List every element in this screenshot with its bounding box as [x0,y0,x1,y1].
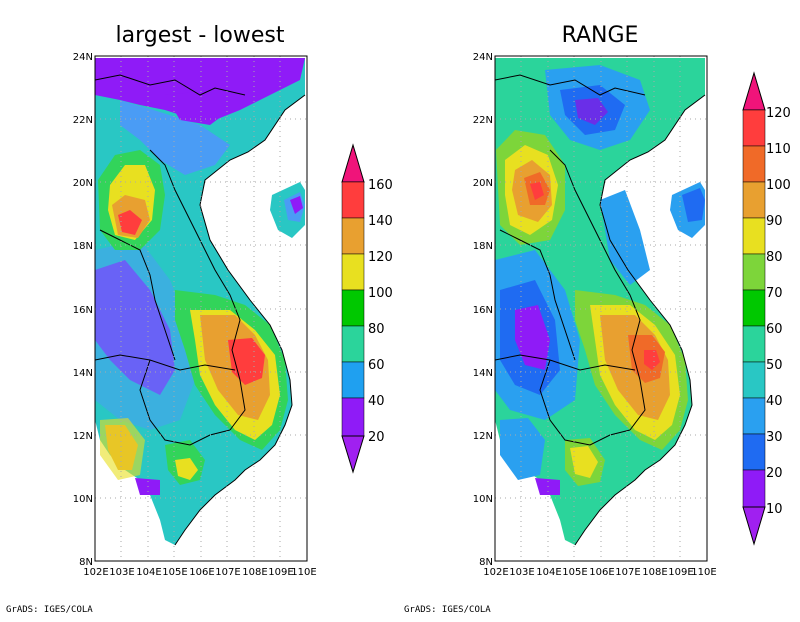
svg-text:14N: 14N [473,368,493,379]
colorbar-label: 40 [766,394,783,409]
svg-text:104E: 104E [536,567,561,578]
map-panel-right: RANGE [404,23,791,615]
lat-ticks-right: 8N 10N 12N 14N 16N 18N 20N 22N 24N [473,52,493,568]
lat-ticks-left: 8N 10N 12N 14N 16N 18N 20N 22N 24N [73,52,93,568]
svg-text:8N: 8N [479,557,493,568]
map-panel-left: largest - lowest [6,23,393,615]
colorbar-label: 80 [766,250,783,265]
colorbar-label: 30 [766,430,783,445]
colorbar-label: 60 [368,358,385,373]
svg-text:103E: 103E [509,567,534,578]
colorbar-label: 60 [766,322,783,337]
grid-lines-right [495,56,707,561]
svg-text:106E: 106E [589,567,614,578]
svg-text:110E: 110E [291,567,316,578]
colorbar-label: 80 [368,322,385,337]
colorbar-label: 70 [766,286,783,301]
svg-text:16N: 16N [473,305,493,316]
svg-text:103E: 103E [109,567,134,578]
lon-ticks-right: 102E 103E 104E 105E 106E 107E 108E 109E … [483,567,716,578]
svg-text:102E: 102E [483,567,508,578]
colorbar-label: 120 [766,106,791,121]
colorbar-label: 90 [766,214,783,229]
colorbar-label: 20 [368,430,385,445]
lon-ticks-left: 102E 103E 104E 105E 106E 107E 108E 109E … [83,567,316,578]
svg-text:108E: 108E [642,567,667,578]
grid-lines-left [95,56,307,561]
svg-text:12N: 12N [473,431,493,442]
map-title-right: RANGE [562,23,639,48]
svg-text:22N: 22N [473,115,493,126]
svg-text:20N: 20N [473,178,493,189]
coastline-right [574,94,706,546]
colorbar-label: 50 [766,358,783,373]
svg-text:18N: 18N [473,241,493,252]
svg-text:110E: 110E [691,567,716,578]
svg-text:18N: 18N [73,241,93,252]
svg-text:22N: 22N [73,115,93,126]
colorbar-label: 40 [368,394,385,409]
svg-text:24N: 24N [473,52,493,63]
colorbar-label: 140 [368,214,393,229]
svg-text:104E: 104E [136,567,161,578]
credit-right: GrADS: IGES/COLA [404,605,491,615]
colorbar-label: 120 [368,250,393,265]
svg-text:8N: 8N [79,557,93,568]
svg-text:10N: 10N [473,494,493,505]
map-title-left: largest - lowest [116,23,285,48]
map-frame-right [494,55,708,562]
svg-text:106E: 106E [189,567,214,578]
coastline-left [174,94,306,546]
svg-text:105E: 105E [562,567,587,578]
svg-text:109E: 109E [668,567,693,578]
map-area-left [94,55,308,562]
colorbar-label: 10 [766,502,783,517]
colorbar-label: 100 [368,286,393,301]
svg-text:105E: 105E [162,567,187,578]
svg-text:107E: 107E [615,567,640,578]
colorbar-label: 100 [766,178,791,193]
map-frame-left [94,55,308,562]
svg-text:16N: 16N [73,305,93,316]
credit-left: GrADS: IGES/COLA [6,605,93,615]
map-area-right [494,55,708,562]
svg-text:102E: 102E [83,567,108,578]
svg-text:14N: 14N [73,368,93,379]
svg-text:108E: 108E [242,567,267,578]
svg-text:12N: 12N [73,431,93,442]
colorbar-label: 110 [766,142,791,157]
colorbar-label: 20 [766,466,783,481]
svg-text:10N: 10N [73,494,93,505]
country-borders-left [95,74,246,446]
colorbar-right: 10 20 30 40 50 60 70 80 90 100 110 120 [742,71,791,546]
svg-text:107E: 107E [215,567,240,578]
svg-text:20N: 20N [73,178,93,189]
colorbar-left: 20 40 60 80 100 120 140 160 [341,143,393,474]
svg-text:24N: 24N [73,52,93,63]
svg-text:109E: 109E [268,567,293,578]
colorbar-label: 160 [368,178,393,193]
